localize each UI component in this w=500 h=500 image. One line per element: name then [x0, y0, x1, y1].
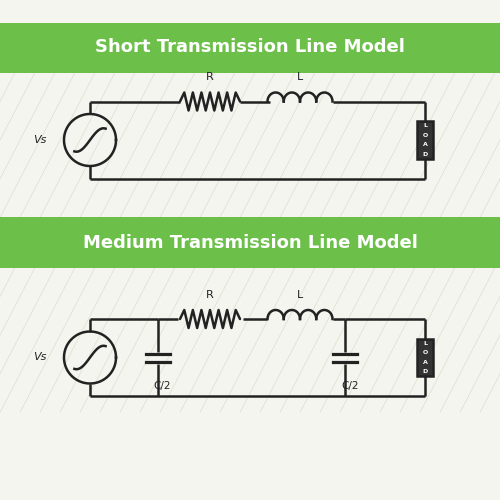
Text: L: L	[297, 290, 303, 300]
Text: L: L	[423, 124, 427, 128]
FancyBboxPatch shape	[417, 121, 433, 159]
Text: D: D	[422, 369, 428, 374]
Text: O: O	[422, 350, 428, 356]
Text: A: A	[422, 142, 428, 147]
Text: O: O	[422, 133, 428, 138]
Text: R: R	[206, 290, 214, 300]
Text: D: D	[422, 152, 428, 156]
FancyBboxPatch shape	[417, 339, 433, 376]
Text: Short Transmission Line Model: Short Transmission Line Model	[95, 38, 405, 56]
Text: Vs: Vs	[33, 135, 46, 145]
Text: R: R	[206, 72, 214, 83]
Text: C/2: C/2	[341, 382, 359, 392]
FancyBboxPatch shape	[0, 218, 500, 268]
FancyBboxPatch shape	[0, 22, 500, 72]
Text: Vs: Vs	[33, 352, 46, 362]
Text: Medium Transmission Line Model: Medium Transmission Line Model	[82, 234, 417, 252]
Text: L: L	[297, 72, 303, 83]
Text: C/2: C/2	[154, 382, 171, 392]
Text: A: A	[422, 360, 428, 364]
Text: L: L	[423, 341, 427, 346]
